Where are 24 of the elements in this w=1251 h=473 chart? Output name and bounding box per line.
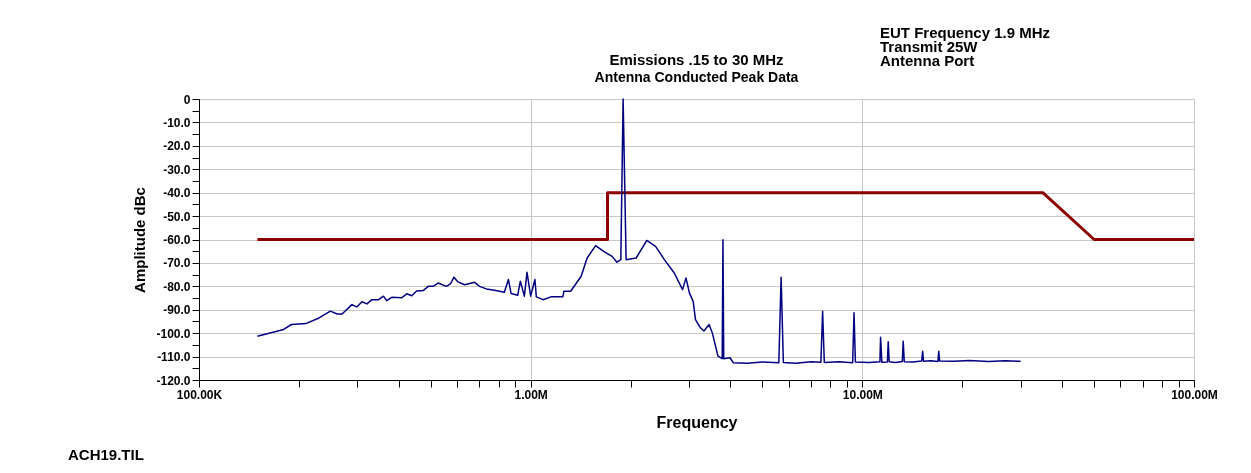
x-tick-label: 10.00M: [842, 387, 883, 402]
y-tick-label: -40.0: [163, 186, 191, 201]
y-tick-label: -90.0: [163, 303, 191, 318]
y-tick-label: -60.0: [163, 233, 191, 247]
chart-subtitle: Antenna Conducted Peak Data: [594, 69, 799, 85]
y-tick-label: -50.0: [163, 209, 191, 224]
x-tick-label: 100.00M: [1171, 387, 1218, 402]
x-axis-title: Frequency: [656, 413, 738, 431]
x-tick-label: 1.00M: [514, 387, 548, 402]
y-tick-label: -80.0: [163, 279, 191, 294]
y-tick-label: -10.0: [163, 115, 191, 130]
y-tick-label: -20.0: [163, 139, 191, 154]
chart-title: Emissions .15 to 30 MHz: [609, 51, 784, 68]
x-tick-label: 100.00K: [176, 387, 223, 402]
y-axis-title: Amplitude dBc: [131, 187, 149, 293]
y-tick-label: -30.0: [163, 162, 191, 177]
text: EUT Frequency 1.9 MHz: [880, 24, 1051, 41]
text: ACH19.TIL: [68, 446, 144, 463]
y-tick-label: -110.0: [157, 350, 191, 365]
text: Antenna Port: [880, 52, 975, 69]
y-tick-label: 0: [183, 92, 191, 107]
y-tick-label: -120.0: [156, 373, 191, 388]
y-tick-label: -100.0: [156, 326, 191, 341]
y-tick-label: -70.0: [163, 256, 191, 271]
